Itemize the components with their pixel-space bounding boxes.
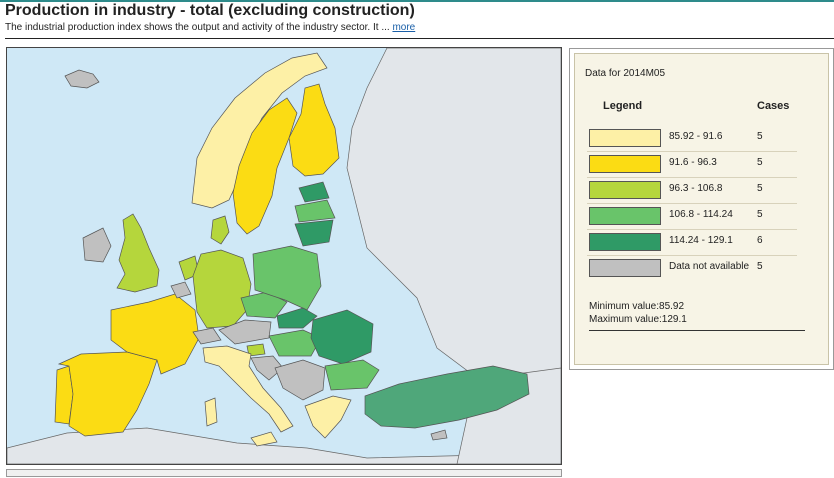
page-title: Production in industry - total (excludin… <box>5 2 415 19</box>
cases-heading: Cases <box>757 100 790 112</box>
legend-cases: 5 <box>757 209 763 220</box>
region-russia <box>346 48 561 464</box>
legend-cases: 5 <box>757 183 763 194</box>
region-slovenia <box>246 343 266 357</box>
legend-range: Data not available <box>669 261 750 272</box>
legend-range: 91.6 - 96.3 <box>669 157 717 168</box>
legend-swatch <box>589 207 661 225</box>
legend-range: 85.92 - 91.6 <box>669 131 723 142</box>
region-austria <box>218 319 272 345</box>
legend-cases: 5 <box>757 157 763 168</box>
more-link[interactable]: more <box>392 22 416 33</box>
legend-row: 96.3 - 106.8 5 <box>587 178 797 204</box>
region-sweden <box>232 97 298 235</box>
header-divider <box>5 38 834 39</box>
region-bulgaria <box>324 359 380 391</box>
legend-swatch <box>589 259 661 277</box>
region-uk <box>116 213 160 293</box>
europe-map[interactable] <box>6 47 562 465</box>
page-subtitle: The industrial production index shows th… <box>5 22 415 33</box>
region-belgium <box>170 281 192 299</box>
region-slovakia <box>276 307 318 329</box>
region-iceland <box>64 69 100 89</box>
map-canvas <box>7 48 561 464</box>
region-sicily <box>250 431 278 447</box>
legend-heading: Legend <box>603 100 643 112</box>
legend-swatch <box>589 181 661 199</box>
data-period-label: Data for 2014M05 <box>585 68 666 79</box>
subtitle-text: The industrial production index shows th… <box>5 22 390 33</box>
legend-row: Data not available 5 <box>587 256 797 281</box>
legend-row: 106.8 - 114.24 5 <box>587 204 797 230</box>
max-value: Maximum value:129.1 <box>589 314 687 325</box>
region-estonia <box>298 181 330 203</box>
region-sardinia <box>204 397 218 427</box>
region-greece <box>304 395 352 439</box>
region-balkans <box>274 359 326 401</box>
legend-row: 85.92 - 91.6 5 <box>587 126 797 152</box>
legend-swatch <box>589 129 661 147</box>
region-poland <box>252 245 322 311</box>
legend-row: 91.6 - 96.3 5 <box>587 152 797 178</box>
legend-range: 114.24 - 129.1 <box>669 235 733 246</box>
legend-panel: Data for 2014M05 Legend Cases 85.92 - 91… <box>569 48 834 370</box>
region-lithuania <box>294 219 334 247</box>
map-scrollbar[interactable] <box>6 469 562 477</box>
legend-cases: 5 <box>757 131 763 142</box>
legend-row: 114.24 - 129.1 6 <box>587 230 797 256</box>
region-croatia <box>250 355 284 381</box>
legend-range: 96.3 - 106.8 <box>669 183 723 194</box>
region-ireland <box>82 227 112 263</box>
region-spain <box>57 351 158 437</box>
legend-swatch <box>589 155 661 173</box>
region-czechia <box>240 291 288 319</box>
legend-range: 106.8 - 114.24 <box>669 209 733 220</box>
region-finland <box>288 83 340 177</box>
legend-cases: 6 <box>757 235 763 246</box>
region-france <box>110 293 200 375</box>
region-italy <box>202 345 294 433</box>
region-denmark <box>210 215 230 245</box>
top-accent-line <box>0 0 834 2</box>
minmax-divider <box>589 330 805 331</box>
legend-swatch <box>589 233 661 251</box>
region-romania <box>310 309 374 365</box>
legend-cases: 5 <box>757 261 763 272</box>
legend-panel-inner: Data for 2014M05 Legend Cases 85.92 - 91… <box>574 53 829 365</box>
region-latvia <box>294 199 336 223</box>
region-cyprus <box>430 429 448 441</box>
region-turkey <box>364 365 530 429</box>
min-value: Minimum value:85.92 <box>589 301 685 312</box>
min-max-values: Minimum value:85.92 Maximum value:129.1 <box>589 300 687 326</box>
region-switzerland <box>192 327 222 345</box>
